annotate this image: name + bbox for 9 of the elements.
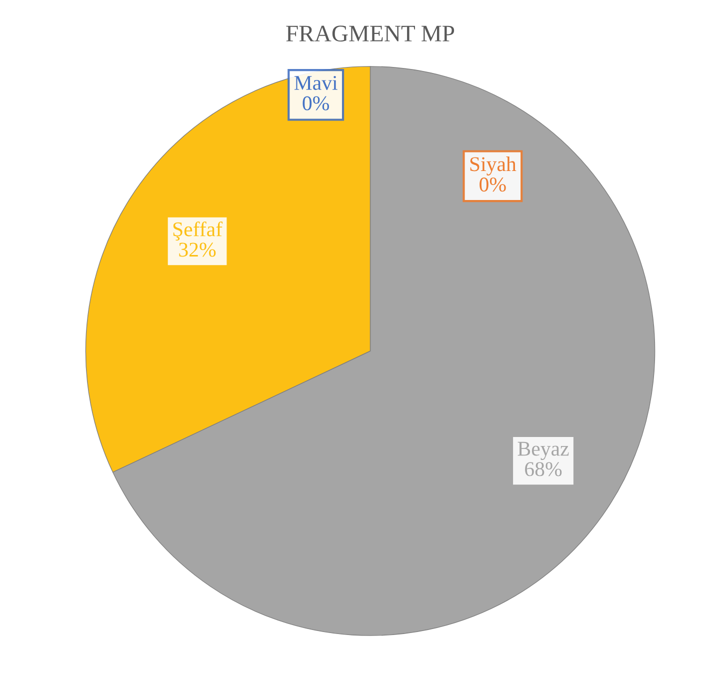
data-label: 32% [179,242,216,257]
slice-label: Şeffaf [173,221,223,241]
category-label: Mavi [294,76,338,90]
chart-title: FRAGMENT MP [286,26,454,42]
data-label: 68% [525,462,562,476]
text: 0% [302,96,330,110]
text: 0% [480,178,506,192]
slice-label: Beyaz [518,442,569,460]
category-label: Siyah [470,156,516,176]
